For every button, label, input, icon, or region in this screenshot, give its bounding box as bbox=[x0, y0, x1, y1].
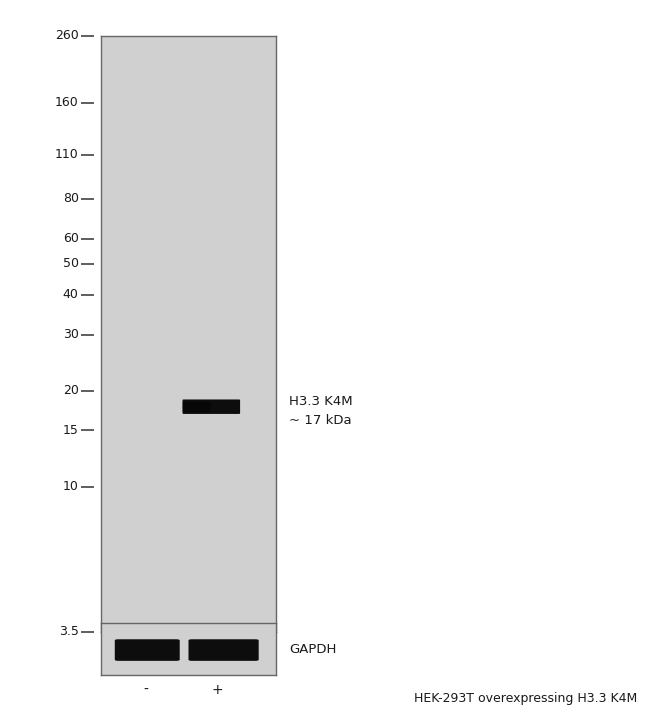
Text: H3.3 K4M
~ 17 kDa: H3.3 K4M ~ 17 kDa bbox=[289, 395, 353, 426]
Text: GAPDH: GAPDH bbox=[289, 643, 337, 655]
Text: HEK-293T overexpressing H3.3 K4M: HEK-293T overexpressing H3.3 K4M bbox=[414, 693, 637, 705]
Text: 260: 260 bbox=[55, 29, 79, 42]
Text: 3.5: 3.5 bbox=[58, 625, 79, 638]
Text: 50: 50 bbox=[62, 257, 79, 271]
Text: +: + bbox=[212, 683, 224, 697]
FancyBboxPatch shape bbox=[183, 401, 211, 413]
Text: 160: 160 bbox=[55, 96, 79, 109]
Text: 30: 30 bbox=[63, 328, 79, 341]
FancyBboxPatch shape bbox=[188, 639, 259, 661]
Text: 10: 10 bbox=[63, 480, 79, 493]
FancyBboxPatch shape bbox=[115, 639, 179, 661]
Text: 80: 80 bbox=[62, 192, 79, 206]
Text: 110: 110 bbox=[55, 149, 79, 161]
Text: 40: 40 bbox=[63, 288, 79, 301]
Text: 60: 60 bbox=[63, 232, 79, 245]
Text: 20: 20 bbox=[63, 384, 79, 397]
Text: -: - bbox=[144, 683, 149, 697]
Text: 15: 15 bbox=[63, 424, 79, 437]
FancyBboxPatch shape bbox=[183, 399, 240, 414]
